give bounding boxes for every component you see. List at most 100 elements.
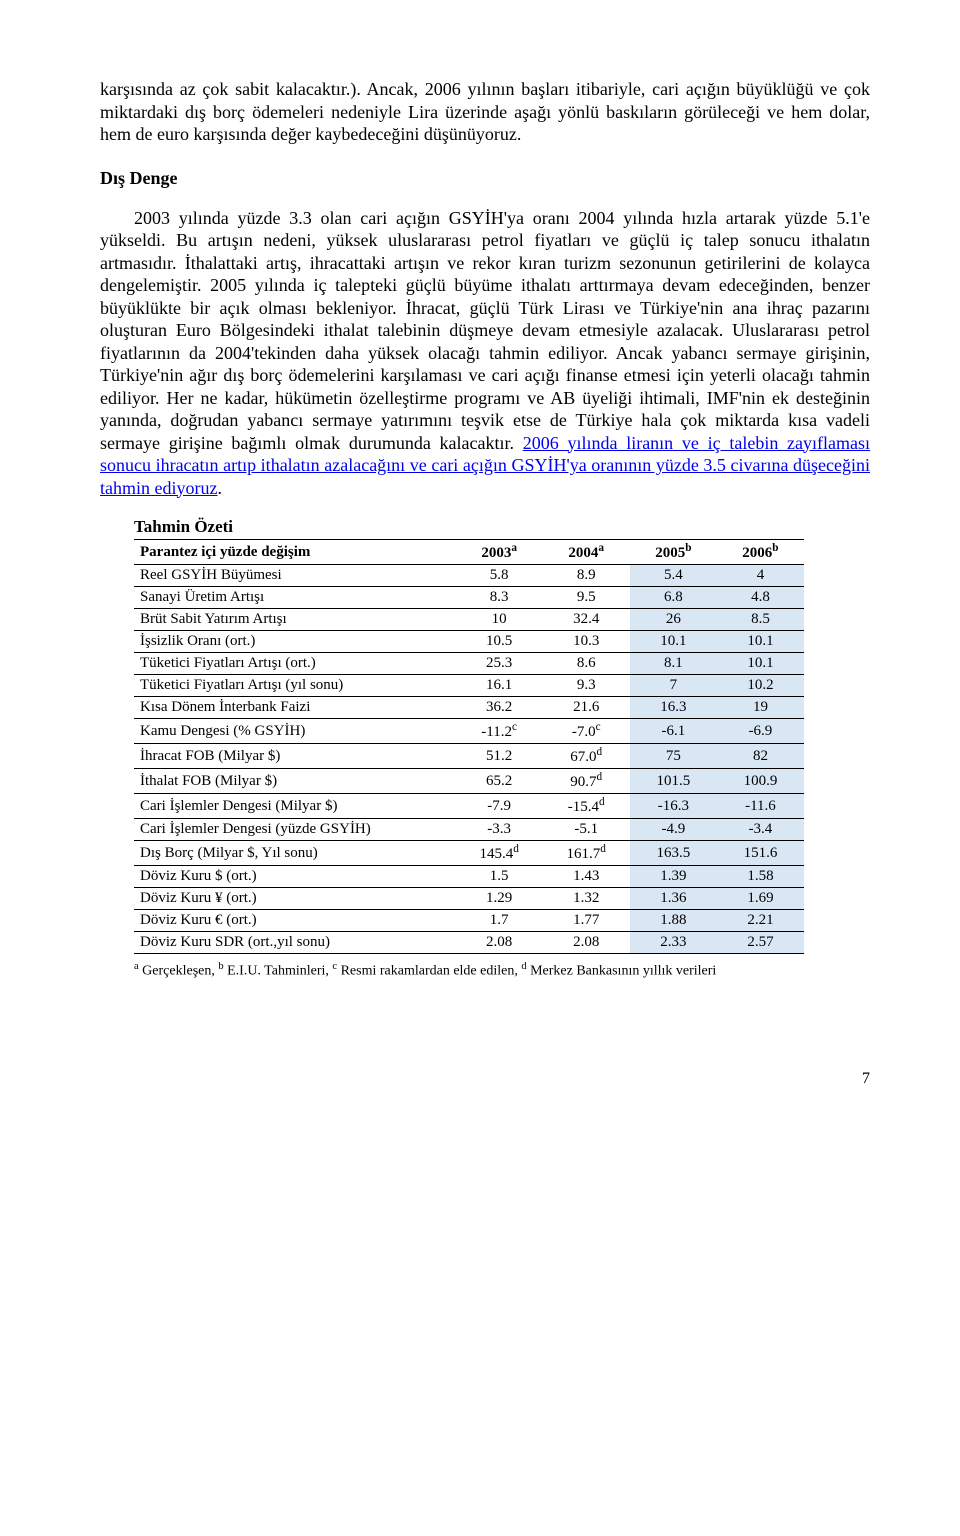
cell-value: -6.9 (717, 719, 804, 744)
page: karşısında az çok sabit kalacaktır.). An… (0, 0, 960, 1128)
table-row: İhracat FOB (Milyar $)51.267.0d7582 (134, 744, 804, 769)
year-header: 2004a (543, 540, 630, 565)
row-label: Cari İşlemler Dengesi (yüzde GSYİH) (134, 819, 456, 841)
table-row: Tüketici Fiyatları Artışı (yıl sonu)16.1… (134, 675, 804, 697)
cell-value: 8.6 (543, 653, 630, 675)
cell-value: 1.7 (456, 910, 543, 932)
cell-value: 6.8 (630, 587, 717, 609)
cell-value: 10.1 (630, 631, 717, 653)
cell-value: 21.6 (543, 697, 630, 719)
cell-value: 32.4 (543, 609, 630, 631)
header-row: Parantez içi yüzde değişim 2003a2004a200… (134, 540, 804, 565)
forecast-table: Parantez içi yüzde değişim 2003a2004a200… (134, 539, 804, 954)
table-row: Kamu Dengesi (% GSYİH)-11.2c-7.0c-6.1-6.… (134, 719, 804, 744)
row-label: Döviz Kuru SDR (ort.,yıl sonu) (134, 932, 456, 954)
cell-value: 9.5 (543, 587, 630, 609)
table-head: Parantez içi yüzde değişim 2003a2004a200… (134, 540, 804, 565)
cell-value: 1.39 (630, 866, 717, 888)
row-label: Tüketici Fiyatları Artışı (yıl sonu) (134, 675, 456, 697)
table-row: Döviz Kuru SDR (ort.,yıl sonu)2.082.082.… (134, 932, 804, 954)
cell-value: 1.29 (456, 888, 543, 910)
cell-value: 1.36 (630, 888, 717, 910)
cell-value: 161.7d (543, 841, 630, 866)
cell-value: 2.33 (630, 932, 717, 954)
cell-value: 163.5 (630, 841, 717, 866)
cell-value: 82 (717, 744, 804, 769)
cell-value: -3.3 (456, 819, 543, 841)
cell-value: -5.1 (543, 819, 630, 841)
row-label: Brüt Sabit Yatırım Artışı (134, 609, 456, 631)
section-heading: Dış Denge (100, 168, 870, 189)
cell-value: -3.4 (717, 819, 804, 841)
table-row: Sanayi Üretim Artışı8.39.56.84.8 (134, 587, 804, 609)
cell-value: 5.4 (630, 565, 717, 587)
row-label: İşsizlik Oranı (ort.) (134, 631, 456, 653)
cell-value: 151.6 (717, 841, 804, 866)
cell-value: 10.1 (717, 631, 804, 653)
cell-value: 1.5 (456, 866, 543, 888)
row-label: Döviz Kuru € (ort.) (134, 910, 456, 932)
forecast-table-wrap: Tahmin Özeti Parantez içi yüzde değişim … (134, 517, 804, 980)
cell-value: 1.43 (543, 866, 630, 888)
cell-value: 2.57 (717, 932, 804, 954)
cell-value: 1.69 (717, 888, 804, 910)
year-header: 2005b (630, 540, 717, 565)
cell-value: 7 (630, 675, 717, 697)
cell-value: 10.1 (717, 653, 804, 675)
table-row: Kısa Dönem İnterbank Faizi36.221.616.319 (134, 697, 804, 719)
cell-value: 16.3 (630, 697, 717, 719)
paragraph-text: 2003 yılında yüzde 3.3 olan cari açığın … (100, 208, 870, 453)
table-row: Döviz Kuru ¥ (ort.)1.291.321.361.69 (134, 888, 804, 910)
footnote-d: Merkez Bankasının yıllık verileri (527, 964, 717, 979)
cell-value: 4 (717, 565, 804, 587)
row-label: Kısa Dönem İnterbank Faizi (134, 697, 456, 719)
cell-value: 2.08 (543, 932, 630, 954)
cell-value: 25.3 (456, 653, 543, 675)
footnote-c: Resmi rakamlardan elde edilen, (337, 964, 521, 979)
cell-value: 65.2 (456, 769, 543, 794)
table-row: Cari İşlemler Dengesi (yüzde GSYİH)-3.3-… (134, 819, 804, 841)
cell-value: 51.2 (456, 744, 543, 769)
paragraph-tail: . (217, 478, 222, 498)
cell-value: 100.9 (717, 769, 804, 794)
main-paragraph: 2003 yılında yüzde 3.3 olan cari açığın … (100, 207, 870, 500)
cell-value: 10.2 (717, 675, 804, 697)
table-title: Tahmin Özeti (134, 517, 804, 537)
cell-value: 5.8 (456, 565, 543, 587)
cell-value: 8.1 (630, 653, 717, 675)
footnote-a: Gerçekleşen, (139, 964, 219, 979)
cell-value: 8.9 (543, 565, 630, 587)
cell-value: 2.21 (717, 910, 804, 932)
cell-value: 1.32 (543, 888, 630, 910)
cell-value: -7.0c (543, 719, 630, 744)
table-row: Brüt Sabit Yatırım Artışı1032.4268.5 (134, 609, 804, 631)
cell-value: 2.08 (456, 932, 543, 954)
cell-value: -15.4d (543, 794, 630, 819)
cell-value: 90.7d (543, 769, 630, 794)
cell-value: 1.88 (630, 910, 717, 932)
table-row: Dış Borç (Milyar $, Yıl sonu)145.4d161.7… (134, 841, 804, 866)
cell-value: 10.3 (543, 631, 630, 653)
page-number: 7 (100, 1070, 870, 1088)
cell-value: 1.77 (543, 910, 630, 932)
cell-value: -11.6 (717, 794, 804, 819)
cell-value: -4.9 (630, 819, 717, 841)
row-label: Döviz Kuru ¥ (ort.) (134, 888, 456, 910)
row-label: İhracat FOB (Milyar $) (134, 744, 456, 769)
intro-paragraph: karşısında az çok sabit kalacaktır.). An… (100, 78, 870, 146)
table-row: Reel GSYİH Büyümesi5.88.95.44 (134, 565, 804, 587)
cell-value: -11.2c (456, 719, 543, 744)
cell-value: 16.1 (456, 675, 543, 697)
row-label: Döviz Kuru $ (ort.) (134, 866, 456, 888)
cell-value: 10 (456, 609, 543, 631)
table-row: Cari İşlemler Dengesi (Milyar $)-7.9-15.… (134, 794, 804, 819)
row-label: Cari İşlemler Dengesi (Milyar $) (134, 794, 456, 819)
cell-value: -7.9 (456, 794, 543, 819)
cell-value: 4.8 (717, 587, 804, 609)
cell-value: 75 (630, 744, 717, 769)
year-header: 2006b (717, 540, 804, 565)
cell-value: 10.5 (456, 631, 543, 653)
table-row: Döviz Kuru $ (ort.)1.51.431.391.58 (134, 866, 804, 888)
cell-value: 19 (717, 697, 804, 719)
footnote-b: E.I.U. Tahminleri, (224, 964, 333, 979)
